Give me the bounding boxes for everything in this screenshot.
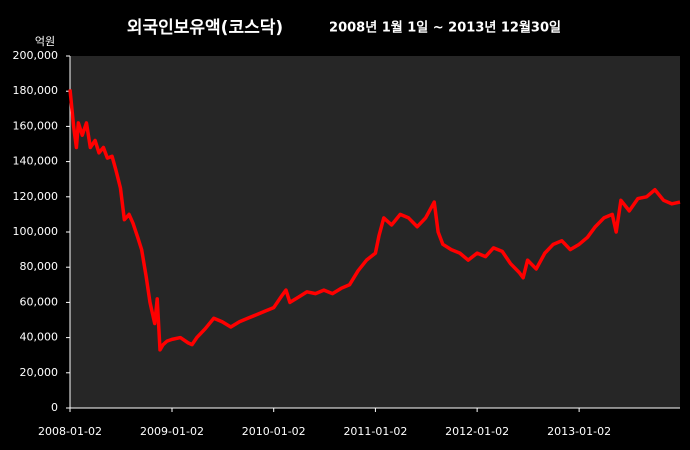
y-tick-label: 200,000 — [13, 49, 59, 62]
data-line — [68, 89, 681, 352]
x-tick-label: 2010-01-02 — [242, 425, 306, 438]
y-tick-label: 20,000 — [20, 366, 59, 379]
x-tick-label: 2011-01-02 — [343, 425, 407, 438]
y-tick-label: 40,000 — [20, 331, 59, 344]
chart-title: 외국인보유액(코스닥) — [127, 18, 283, 38]
y-tick-label: 100,000 — [13, 225, 59, 238]
chart-subtitle: 2008년 1월 1일 ~ 2013년 12월30일 — [329, 20, 561, 36]
y-tick-label: 120,000 — [13, 190, 59, 203]
y-tick-label: 80,000 — [20, 260, 59, 273]
x-tick-label: 2008-01-02 — [38, 425, 102, 438]
y-tick-label: 180,000 — [13, 84, 59, 97]
y-tick-label: 60,000 — [20, 295, 59, 308]
y-tick-label: 160,000 — [13, 119, 59, 132]
plot-area — [70, 56, 680, 408]
x-tick-label: 2012-01-02 — [445, 425, 509, 438]
y-tick-label: 140,000 — [13, 155, 59, 168]
y-axis-unit: 억원 — [35, 35, 55, 48]
x-tick-label: 2009-01-02 — [140, 425, 204, 438]
x-tick-label: 2013-01-02 — [547, 425, 611, 438]
y-tick-label: 0 — [51, 401, 58, 414]
